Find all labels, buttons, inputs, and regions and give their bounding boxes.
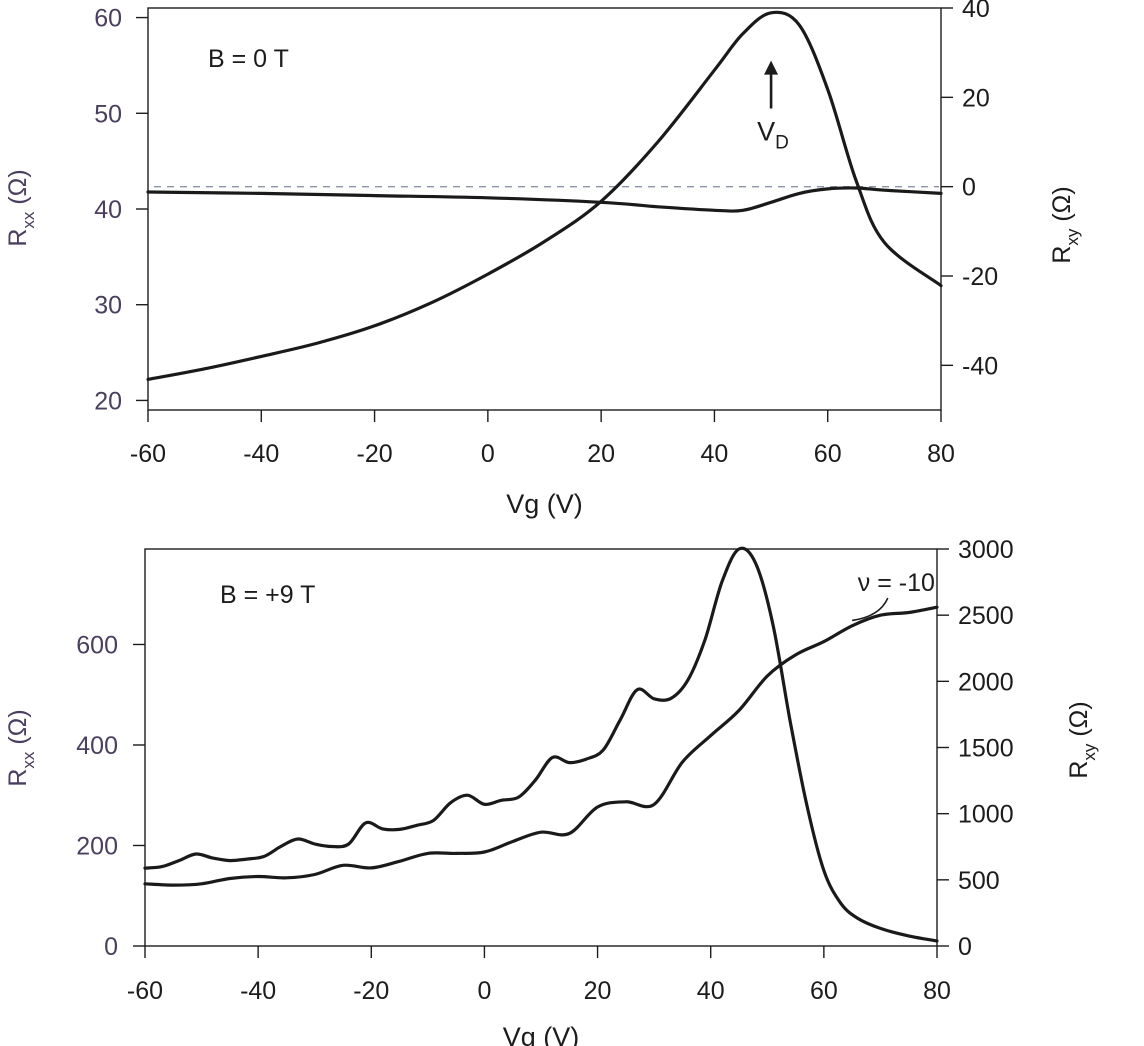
x-tick-label: -60 xyxy=(127,977,163,1005)
x-tick-label: 0 xyxy=(481,440,495,468)
series-rxx-line xyxy=(143,546,939,943)
left-y-tick-label: 40 xyxy=(94,196,122,224)
x-tick-label: 0 xyxy=(477,977,491,1005)
right-y-tick-label: 3000 xyxy=(958,536,1014,564)
left-y-tick-label: 0 xyxy=(104,933,118,961)
left-y-tick-label: 400 xyxy=(76,732,118,760)
left-y-tick-label: 30 xyxy=(94,292,122,320)
x-tick-label: 80 xyxy=(927,440,955,468)
right-y-tick-label: 0 xyxy=(962,174,976,202)
x-tick-label: 20 xyxy=(587,440,615,468)
x-tick-label: 80 xyxy=(923,977,951,1005)
left-y-axis-label: Rxx (Ω) xyxy=(4,169,38,246)
right-y-tick-label: -40 xyxy=(962,352,998,380)
right-y-axis-label: Rxy (Ω) xyxy=(1048,186,1082,263)
right-y-tick-label: 500 xyxy=(958,867,1000,895)
x-tick-label: 60 xyxy=(814,440,842,468)
filling-factor-label: ν = -10 xyxy=(858,569,935,597)
left-y-tick-label: 200 xyxy=(76,832,118,860)
series-rxx-line xyxy=(146,10,943,381)
field-annotation: B = 0 T xyxy=(208,45,289,73)
field-annotation: B = +9 T xyxy=(220,581,315,609)
x-tick-label: -40 xyxy=(240,977,276,1005)
x-tick-label: 40 xyxy=(697,977,725,1005)
x-tick-label: 60 xyxy=(810,977,838,1005)
x-axis-label: Vg (V) xyxy=(503,1022,580,1046)
x-axis-label: Vg (V) xyxy=(506,489,583,519)
right-y-axis-label: Rxy (Ω) xyxy=(1065,701,1099,778)
series-rxy-line xyxy=(143,605,939,887)
series-rxy-line xyxy=(146,186,943,213)
right-y-tick-label: 20 xyxy=(962,84,990,112)
left-y-tick-label: 60 xyxy=(94,5,122,33)
right-y-tick-label: 2000 xyxy=(958,668,1014,696)
vd-arrow-head xyxy=(764,60,779,75)
right-y-tick-label: 1500 xyxy=(958,735,1014,763)
left-y-tick-label: 50 xyxy=(94,100,122,128)
panel-b9: -60 -40 -20 0 20 40 60 80 Vg (V) 0 200 400 600 0 500 10… xyxy=(4,536,1099,1046)
right-y-tick-label: 40 xyxy=(962,0,990,23)
x-tick-label: -60 xyxy=(130,440,166,468)
right-y-tick-label: 0 xyxy=(958,933,972,961)
left-y-axis-label: Rxx (Ω) xyxy=(4,709,38,786)
vd-label: VD xyxy=(757,117,789,154)
x-tick-label: 40 xyxy=(701,440,729,468)
x-tick-label: 20 xyxy=(584,977,612,1005)
right-y-tick-label: 2500 xyxy=(958,602,1014,630)
x-tick-label: -40 xyxy=(243,440,279,468)
right-y-tick-label: -20 xyxy=(962,263,998,291)
x-tick-label: -20 xyxy=(353,977,389,1005)
filling-factor-pointer xyxy=(852,597,889,622)
x-tick-label: -20 xyxy=(357,440,393,468)
right-y-tick-label: 1000 xyxy=(958,801,1014,829)
left-y-tick-label: 600 xyxy=(76,631,118,659)
left-y-tick-label: 20 xyxy=(94,387,122,415)
